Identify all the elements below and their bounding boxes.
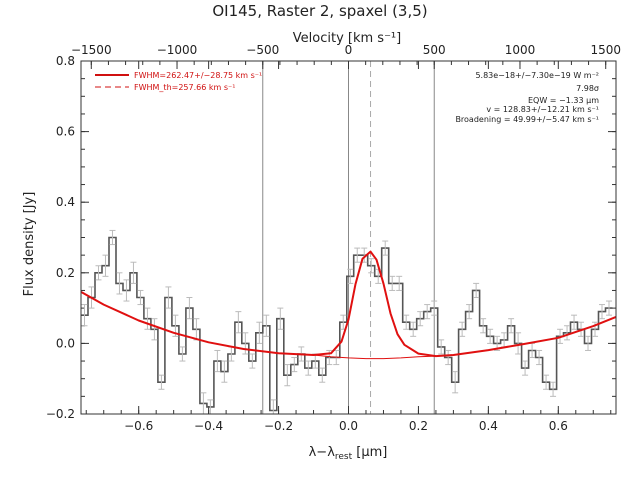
y-tick-label: 0.0 <box>56 336 75 350</box>
top-tick-label: −1500 <box>71 43 112 57</box>
x-tick-label: −0.6 <box>124 419 153 433</box>
y-tick-label: 0.2 <box>56 266 75 280</box>
top-tick-label: −500 <box>246 43 279 57</box>
y-tick-label: 0.4 <box>56 195 75 209</box>
top-tick-label: −1000 <box>157 43 198 57</box>
gaussian-fit-line <box>80 250 617 358</box>
y-tick-label: −0.2 <box>46 407 75 421</box>
x-tick-label: 0.2 <box>409 419 428 433</box>
top-tick-label: 0 <box>345 43 353 57</box>
x-axis-label: λ−λrest [μm] <box>309 445 388 462</box>
x-tick-label: 0.0 <box>339 419 358 433</box>
plot-frame <box>80 60 617 415</box>
top-axis-label: Velocity [km s⁻¹] <box>293 31 401 46</box>
annotation-eqw: EQW = −1.33 μm <box>528 96 599 105</box>
annotation-line-flux: 5.83e−18+/−7.30e−19 W m⁻² <box>475 71 599 80</box>
legend-label-fwhm-th: FWHM_th=257.66 km s⁻¹ <box>134 83 235 92</box>
fit-annotations: 5.83e−18+/−7.30e−19 W m⁻² 7.98σ EQW = −1… <box>455 71 599 124</box>
plot-area: −0.6 −0.4 −0.2 0.0 0.2 0.4 0.6 −1500 −1000 −500 0 5… <box>46 43 621 433</box>
x-axis-label-sub: rest <box>335 452 353 462</box>
x-tick-label: −0.4 <box>194 419 223 433</box>
annotation-broadening: Broadening = 49.99+/−5.47 km s⁻¹ <box>455 115 599 124</box>
top-tick-label: 1000 <box>505 43 536 57</box>
x-tick-label: −0.2 <box>264 419 293 433</box>
top-tick-label: 500 <box>423 43 446 57</box>
top-tick-label: 1500 <box>590 43 621 57</box>
chart-title: OI145, Raster 2, spaxel (3,5) <box>212 2 427 20</box>
legend-label-fwhm: FWHM=262.47+/−28.75 km s⁻¹ <box>134 71 262 80</box>
x-tick-label: 0.6 <box>549 419 568 433</box>
annotation-velocity: v = 128.83+/−12.21 km s⁻¹ <box>486 105 599 114</box>
y-axis-label: Flux density [Jy] <box>22 192 37 297</box>
y-tick-label: 0.6 <box>56 125 75 139</box>
baseline-continuum-line <box>313 354 436 360</box>
annotation-sigma: 7.98σ <box>576 84 599 93</box>
legend: FWHM=262.47+/−28.75 km s⁻¹ FWHM_th=257.6… <box>95 71 262 92</box>
y-tick-label: 0.8 <box>56 54 75 68</box>
x-axis-label-main: λ−λ <box>309 445 336 460</box>
x-axis-label-unit: [μm] <box>352 445 387 460</box>
x-tick-label: 0.4 <box>479 419 498 433</box>
